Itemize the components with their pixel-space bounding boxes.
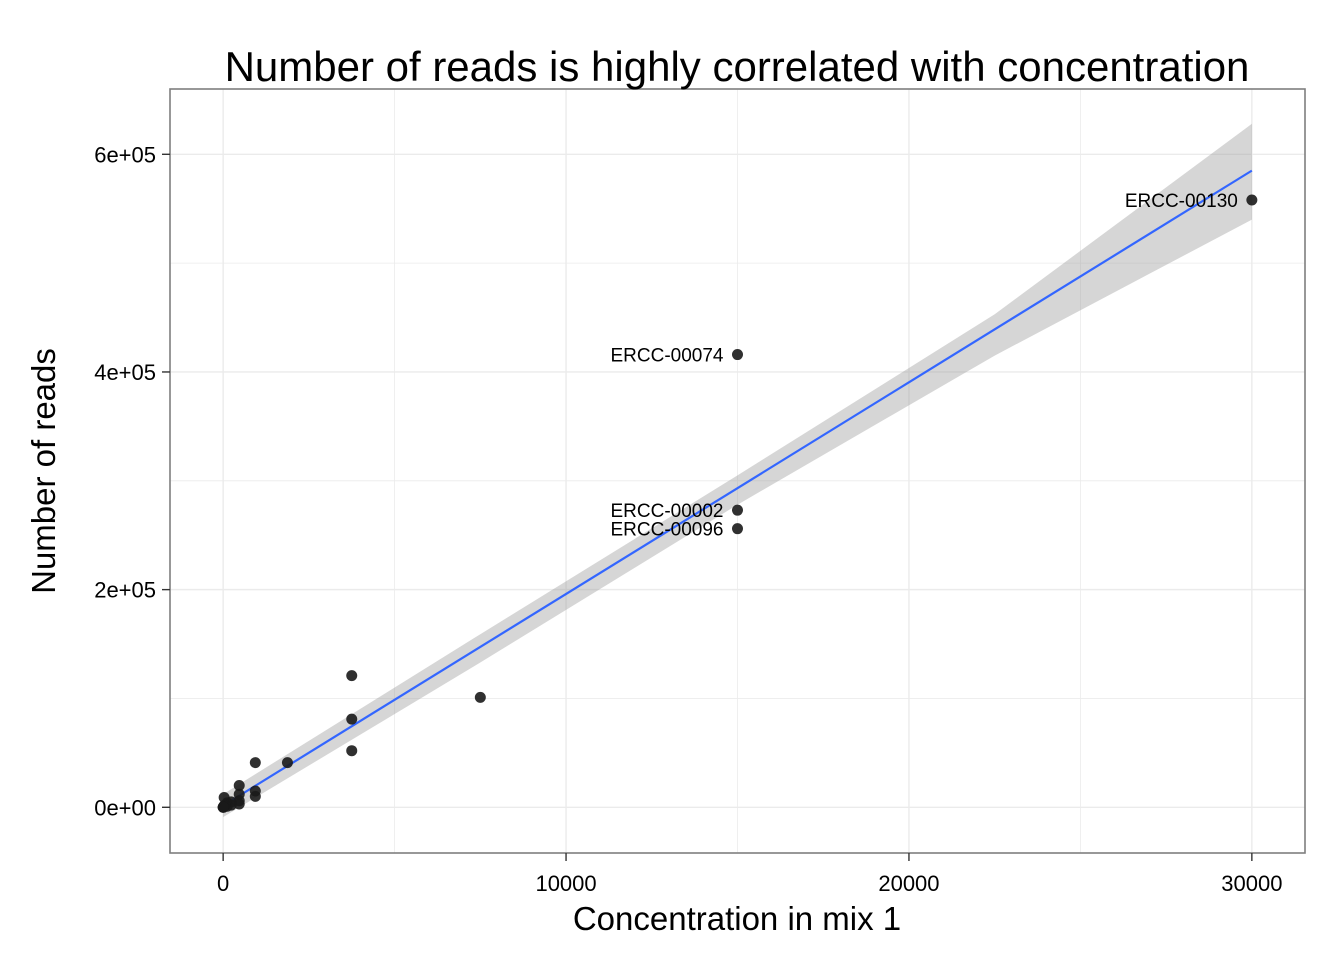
- data-point: [217, 801, 229, 813]
- points-layer: [217, 194, 1258, 813]
- y-tick-label: 6e+05: [94, 142, 156, 167]
- point-label: ERCC-00130: [1125, 191, 1238, 212]
- chart-title: Number of reads is highly correlated wit…: [225, 43, 1250, 90]
- y-tick-label: 0e+00: [94, 795, 156, 820]
- point-label: ERCC-00074: [611, 346, 724, 367]
- x-tick-label: 0: [217, 871, 229, 896]
- data-point: [732, 504, 743, 516]
- panel-border-layer: [169, 88, 1306, 854]
- data-point: [732, 349, 743, 361]
- data-point: [346, 670, 358, 682]
- confidence-band-layer: [223, 123, 1252, 818]
- x-tick-label: 30000: [1221, 871, 1282, 896]
- data-point: [732, 523, 743, 535]
- data-point: [249, 757, 261, 769]
- data-point: [346, 713, 358, 725]
- x-axis-title: Concentration in mix 1: [573, 900, 901, 937]
- point-label: ERCC-00096: [611, 520, 724, 541]
- y-axis-title: Number of reads: [25, 348, 62, 594]
- data-point: [233, 780, 245, 792]
- x-axis: 0 10000 20000 30000: [217, 853, 1282, 896]
- x-tick-label: 20000: [878, 871, 939, 896]
- fit-line-layer: [222, 169, 1253, 807]
- data-point: [218, 791, 230, 803]
- y-tick-label: 2e+05: [94, 578, 156, 603]
- data-point: [281, 757, 293, 769]
- panel-border: [169, 88, 1306, 854]
- data-point: [346, 745, 358, 757]
- y-axis: 0e+00 2e+05 4e+05 6e+05: [94, 142, 170, 820]
- point-label: ERCC-00002: [611, 501, 724, 522]
- grid-lines: [170, 89, 1305, 853]
- data-point: [249, 790, 261, 802]
- fit-line: [222, 169, 1253, 807]
- confidence-band: [223, 123, 1252, 818]
- data-point: [474, 691, 486, 703]
- y-tick-label: 4e+05: [94, 360, 156, 385]
- x-tick-label: 10000: [535, 871, 596, 896]
- data-point: [1246, 194, 1258, 206]
